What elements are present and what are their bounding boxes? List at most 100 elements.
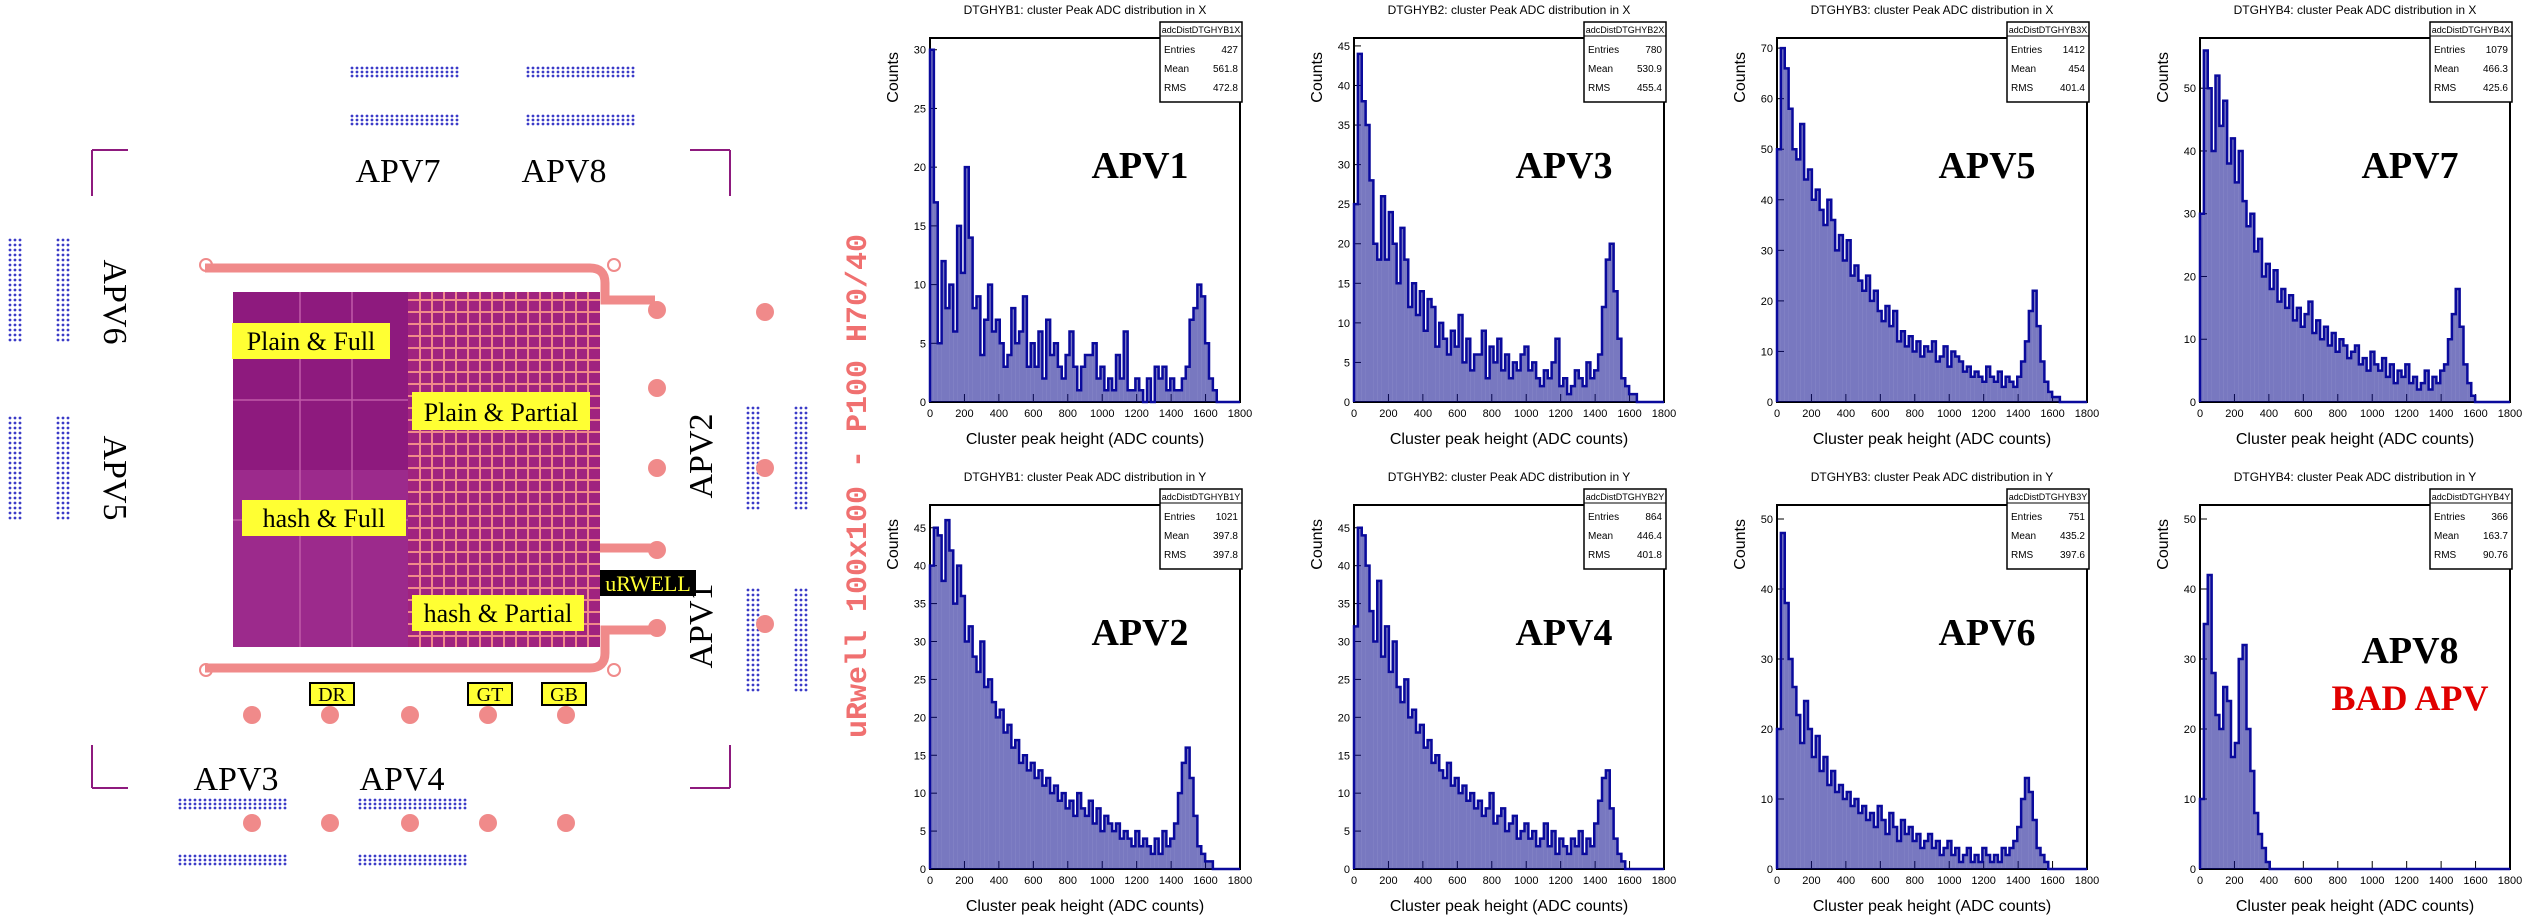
stats-name: adcDistDTGHYB4Y — [2432, 492, 2511, 502]
histogram-bar — [1131, 390, 1136, 402]
histogram-bar — [1416, 732, 1420, 869]
histogram-bar — [2467, 383, 2472, 402]
histogram-bar — [2265, 263, 2270, 402]
histogram-bar — [1197, 846, 1202, 869]
stats-key: Entries — [2434, 45, 2465, 56]
histogram-bar — [1811, 757, 1816, 869]
histogram-bar — [1174, 823, 1178, 869]
x-tick-label: 600 — [1448, 408, 1466, 420]
x-tick-label: 1800 — [1228, 875, 1252, 887]
y-tick-label: 10 — [2184, 794, 2196, 806]
histogram-bar — [1827, 785, 1832, 869]
histogram-bar — [1431, 762, 1436, 869]
histogram-bar — [1088, 355, 1093, 402]
histogram-bar — [1520, 354, 1525, 402]
histogram-bar — [1038, 770, 1043, 869]
histogram-title: DTGHYB2: cluster Peak ADC distribution i… — [1388, 3, 1631, 17]
histogram-bar — [964, 167, 969, 402]
histogram-bar — [2335, 351, 2340, 402]
histogram-bar — [1447, 762, 1451, 869]
histogram-bar — [2009, 848, 2014, 869]
stats-box — [2429, 488, 2513, 570]
histogram-bar — [933, 527, 938, 869]
histogram-bar — [1166, 390, 1171, 402]
histogram-bar — [1201, 296, 1206, 402]
histogram-bar — [1819, 771, 1824, 869]
histogram-bar — [2242, 645, 2247, 869]
y-tick-label: 40 — [1761, 584, 1773, 596]
histogram-bar — [1547, 378, 1552, 402]
histogram-bar — [1850, 806, 1855, 869]
histogram-bar — [1478, 354, 1482, 402]
y-tick-label: 30 — [2184, 654, 2196, 666]
x-axis-label: Cluster peak height (ADC counts) — [966, 898, 1204, 915]
y-tick-label: 20 — [1761, 296, 1773, 308]
histogram-bar — [1509, 823, 1513, 869]
y-tick-label: 35 — [914, 599, 926, 611]
histogram-bar — [1057, 800, 1062, 869]
pad-icon — [648, 301, 666, 319]
histogram-bars — [2200, 50, 2476, 403]
histogram-bar — [1462, 785, 1467, 869]
histogram-bar — [1590, 846, 1595, 869]
histogram-bar — [1466, 338, 1471, 402]
histogram-bar — [2234, 743, 2239, 869]
histogram-bar — [1369, 611, 1374, 869]
histogram-bar — [1574, 846, 1579, 869]
histogram-bar — [1404, 679, 1409, 869]
stats-key: RMS — [2011, 83, 2034, 94]
histogram-bar — [1388, 671, 1393, 869]
histogram-bar — [1131, 846, 1136, 869]
histogram-bar — [1835, 250, 1839, 402]
apv2-connector-dots — [746, 406, 760, 510]
histogram-bar — [2238, 150, 2243, 402]
zone-label: Plain & Full — [247, 327, 376, 356]
histogram-bar — [1147, 846, 1151, 869]
x-tick-label: 800 — [1059, 408, 1077, 420]
histogram-bar — [1819, 209, 1824, 402]
histogram-bar — [2254, 251, 2259, 402]
apv-label: APV2 — [683, 413, 720, 498]
histogram-bar — [1054, 343, 1058, 402]
histogram-bar — [2358, 364, 2363, 402]
histogram-bar — [1092, 823, 1097, 869]
histogram-bar — [1412, 283, 1416, 402]
zone-label-box — [242, 500, 406, 536]
histogram-bar — [2339, 339, 2344, 402]
histogram-bar — [1509, 378, 1513, 402]
stats-name: adcDistDTGHYB4X — [2432, 25, 2511, 35]
histogram-bar — [1497, 815, 1502, 869]
histogram-bar — [1007, 355, 1012, 402]
histogram-bar — [2246, 729, 2251, 869]
histogram-bar — [1069, 331, 1074, 402]
apv-annotation: APV7 — [2361, 145, 2458, 187]
y-tick-label: 5 — [1344, 357, 1350, 369]
histogram-bar — [1963, 371, 1967, 402]
x-tick-label: 1000 — [1937, 875, 1961, 887]
histogram-bar — [2013, 841, 2018, 869]
histogram-bar — [1947, 366, 1952, 402]
histogram-bar — [2250, 771, 2255, 869]
histogram-bar — [1108, 823, 1113, 869]
histogram-bar — [941, 580, 946, 869]
histogram-bar — [2223, 100, 2228, 403]
histogram-bar — [1435, 755, 1440, 869]
histogram-bar — [1602, 778, 1606, 869]
histogram-bar — [1501, 808, 1506, 869]
histogram-bar — [1030, 343, 1035, 402]
x-tick-label: 0 — [1351, 875, 1357, 887]
histogram-bar — [2304, 314, 2309, 402]
histogram-bar — [1870, 813, 1874, 869]
histogram-bar — [1158, 378, 1163, 402]
stats-key: Entries — [2434, 512, 2465, 523]
apv-annotation: APV4 — [1515, 612, 1612, 654]
histogram-bar — [1928, 834, 1932, 869]
histogram-bar — [1893, 827, 1898, 869]
histogram-bar — [2424, 370, 2429, 402]
apv7-connector-dots — [350, 66, 459, 78]
histogram-bar — [1015, 740, 1020, 869]
histogram-bar — [2044, 381, 2049, 402]
histogram-bar — [1427, 740, 1432, 869]
histogram-bar — [2300, 326, 2305, 402]
